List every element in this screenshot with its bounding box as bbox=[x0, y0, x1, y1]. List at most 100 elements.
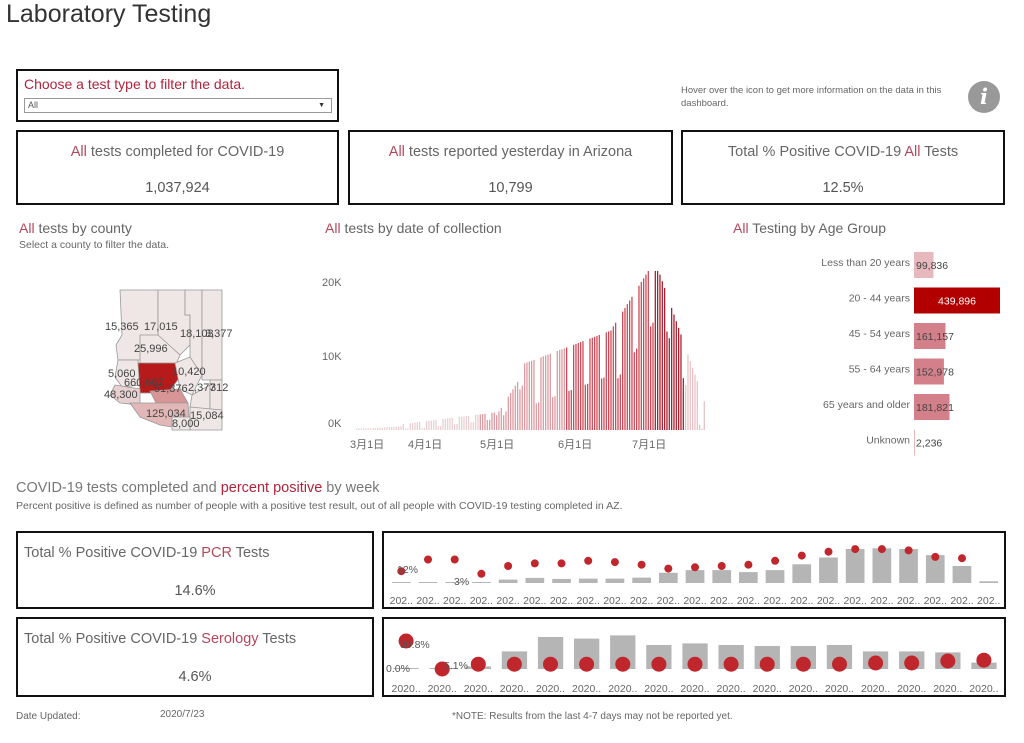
pcr-weekly-bar[interactable] bbox=[872, 548, 892, 583]
date-bar[interactable] bbox=[456, 423, 458, 430]
pcr-percent-dot[interactable] bbox=[557, 559, 566, 568]
date-bar[interactable] bbox=[454, 424, 456, 430]
date-bar[interactable] bbox=[633, 352, 635, 430]
age-group-bar[interactable] bbox=[914, 287, 1000, 314]
pcr-weekly-bar[interactable] bbox=[632, 577, 651, 583]
date-bar[interactable] bbox=[433, 420, 435, 430]
date-bar[interactable] bbox=[379, 427, 381, 430]
date-bar[interactable] bbox=[596, 335, 598, 430]
pcr-percent-dot[interactable] bbox=[824, 547, 833, 556]
pcr-weekly-bar[interactable] bbox=[578, 578, 598, 583]
date-bar[interactable] bbox=[475, 414, 477, 430]
date-bar[interactable] bbox=[421, 428, 423, 430]
date-bar[interactable] bbox=[519, 389, 521, 430]
serology-percent-dot[interactable] bbox=[795, 656, 811, 672]
date-bar[interactable] bbox=[570, 390, 572, 430]
serology-percent-dot[interactable] bbox=[832, 656, 847, 672]
info-icon[interactable]: i bbox=[968, 81, 1000, 113]
serology-percent-dot[interactable] bbox=[615, 656, 631, 672]
pcr-weekly-chart[interactable]: 202.. 202.. 202.. 202.. 202.. 202.. 202.. 202..… bbox=[384, 533, 1004, 607]
pcr-weekly-bar[interactable] bbox=[552, 578, 571, 583]
date-bar[interactable] bbox=[647, 270, 649, 430]
date-bar[interactable] bbox=[484, 413, 486, 430]
serology-percent-dot[interactable] bbox=[759, 656, 775, 672]
date-bar[interactable] bbox=[589, 338, 591, 430]
date-bar[interactable] bbox=[533, 359, 535, 430]
date-bar[interactable] bbox=[703, 401, 705, 430]
date-bar[interactable] bbox=[477, 414, 479, 430]
date-bar[interactable] bbox=[566, 347, 568, 430]
pcr-percent-dot[interactable] bbox=[717, 562, 726, 570]
date-bar[interactable] bbox=[661, 281, 663, 430]
age-group-bar[interactable] bbox=[914, 358, 944, 385]
pcr-percent-dot[interactable] bbox=[424, 555, 432, 564]
date-bar[interactable] bbox=[416, 422, 418, 430]
age-group-bar[interactable] bbox=[914, 323, 946, 349]
pcr-weekly-bar[interactable] bbox=[605, 578, 625, 583]
age-group-bar[interactable] bbox=[914, 252, 934, 278]
pcr-weekly-bar[interactable] bbox=[819, 557, 838, 584]
serology-percent-dot[interactable] bbox=[506, 656, 522, 672]
pcr-weekly-bar[interactable] bbox=[899, 549, 918, 583]
date-bar[interactable] bbox=[356, 428, 358, 430]
date-bar[interactable] bbox=[521, 385, 523, 430]
date-bar[interactable] bbox=[358, 428, 360, 430]
county-maricopa[interactable] bbox=[137, 362, 181, 394]
date-bar[interactable] bbox=[563, 348, 565, 430]
date-bar[interactable] bbox=[465, 416, 467, 430]
date-bar[interactable] bbox=[654, 270, 656, 430]
date-bar[interactable] bbox=[512, 389, 514, 430]
date-bar[interactable] bbox=[407, 428, 409, 430]
date-bar[interactable] bbox=[444, 418, 446, 430]
pcr-weekly-bar[interactable] bbox=[739, 572, 758, 583]
date-bar[interactable] bbox=[468, 415, 470, 430]
pcr-weekly-bar[interactable] bbox=[792, 564, 812, 583]
date-bar[interactable] bbox=[673, 314, 675, 430]
serology-percent-dot[interactable] bbox=[434, 661, 450, 677]
date-bar[interactable] bbox=[701, 428, 703, 430]
date-bar[interactable] bbox=[526, 362, 528, 430]
pcr-percent-dot[interactable] bbox=[504, 562, 513, 570]
date-bar[interactable] bbox=[503, 415, 505, 430]
date-bar[interactable] bbox=[547, 354, 549, 430]
date-bar[interactable] bbox=[692, 367, 694, 430]
serology-weekly-bar[interactable] bbox=[393, 668, 419, 669]
date-bar[interactable] bbox=[374, 428, 376, 430]
pcr-weekly-bar[interactable] bbox=[952, 566, 972, 583]
date-bar[interactable] bbox=[657, 270, 659, 430]
date-bar[interactable] bbox=[587, 383, 589, 430]
pcr-weekly-bar[interactable] bbox=[845, 549, 865, 583]
pcr-percent-dot[interactable] bbox=[797, 551, 806, 560]
date-bar[interactable] bbox=[440, 426, 442, 430]
pcr-percent-dot[interactable] bbox=[397, 567, 406, 576]
date-bar[interactable] bbox=[568, 390, 570, 430]
date-bar[interactable] bbox=[428, 420, 430, 430]
county-yavapai[interactable] bbox=[139, 334, 181, 368]
date-bar[interactable] bbox=[442, 419, 444, 430]
date-bar[interactable] bbox=[652, 322, 654, 430]
date-bar[interactable] bbox=[542, 356, 544, 430]
date-bar[interactable] bbox=[552, 397, 554, 430]
pcr-weekly-bar[interactable] bbox=[712, 570, 732, 583]
date-bar[interactable] bbox=[423, 428, 425, 430]
date-bar[interactable] bbox=[696, 381, 698, 430]
pcr-percent-dot[interactable] bbox=[877, 545, 886, 554]
date-bar[interactable] bbox=[451, 417, 453, 430]
date-bar[interactable] bbox=[372, 428, 374, 430]
pcr-weekly-bar[interactable] bbox=[472, 582, 491, 583]
date-bar[interactable] bbox=[479, 414, 481, 430]
date-bar[interactable] bbox=[430, 420, 432, 430]
pcr-percent-dot[interactable] bbox=[530, 559, 539, 568]
date-bar[interactable] bbox=[554, 396, 556, 430]
date-bar[interactable] bbox=[603, 377, 605, 430]
age-group-bar[interactable] bbox=[914, 429, 915, 456]
date-bar[interactable] bbox=[601, 378, 603, 431]
age-group-chart[interactable]: Less than 20 years 99,836 20 - 44 years 439… bbox=[760, 245, 1010, 457]
pcr-percent-dot[interactable] bbox=[691, 563, 699, 572]
date-bar[interactable] bbox=[671, 307, 673, 430]
county-gila[interactable] bbox=[174, 356, 203, 396]
date-bar[interactable] bbox=[528, 361, 530, 430]
pcr-percent-dot[interactable] bbox=[904, 546, 913, 555]
serology-percent-dot[interactable] bbox=[940, 653, 956, 669]
date-bar[interactable] bbox=[370, 428, 372, 430]
